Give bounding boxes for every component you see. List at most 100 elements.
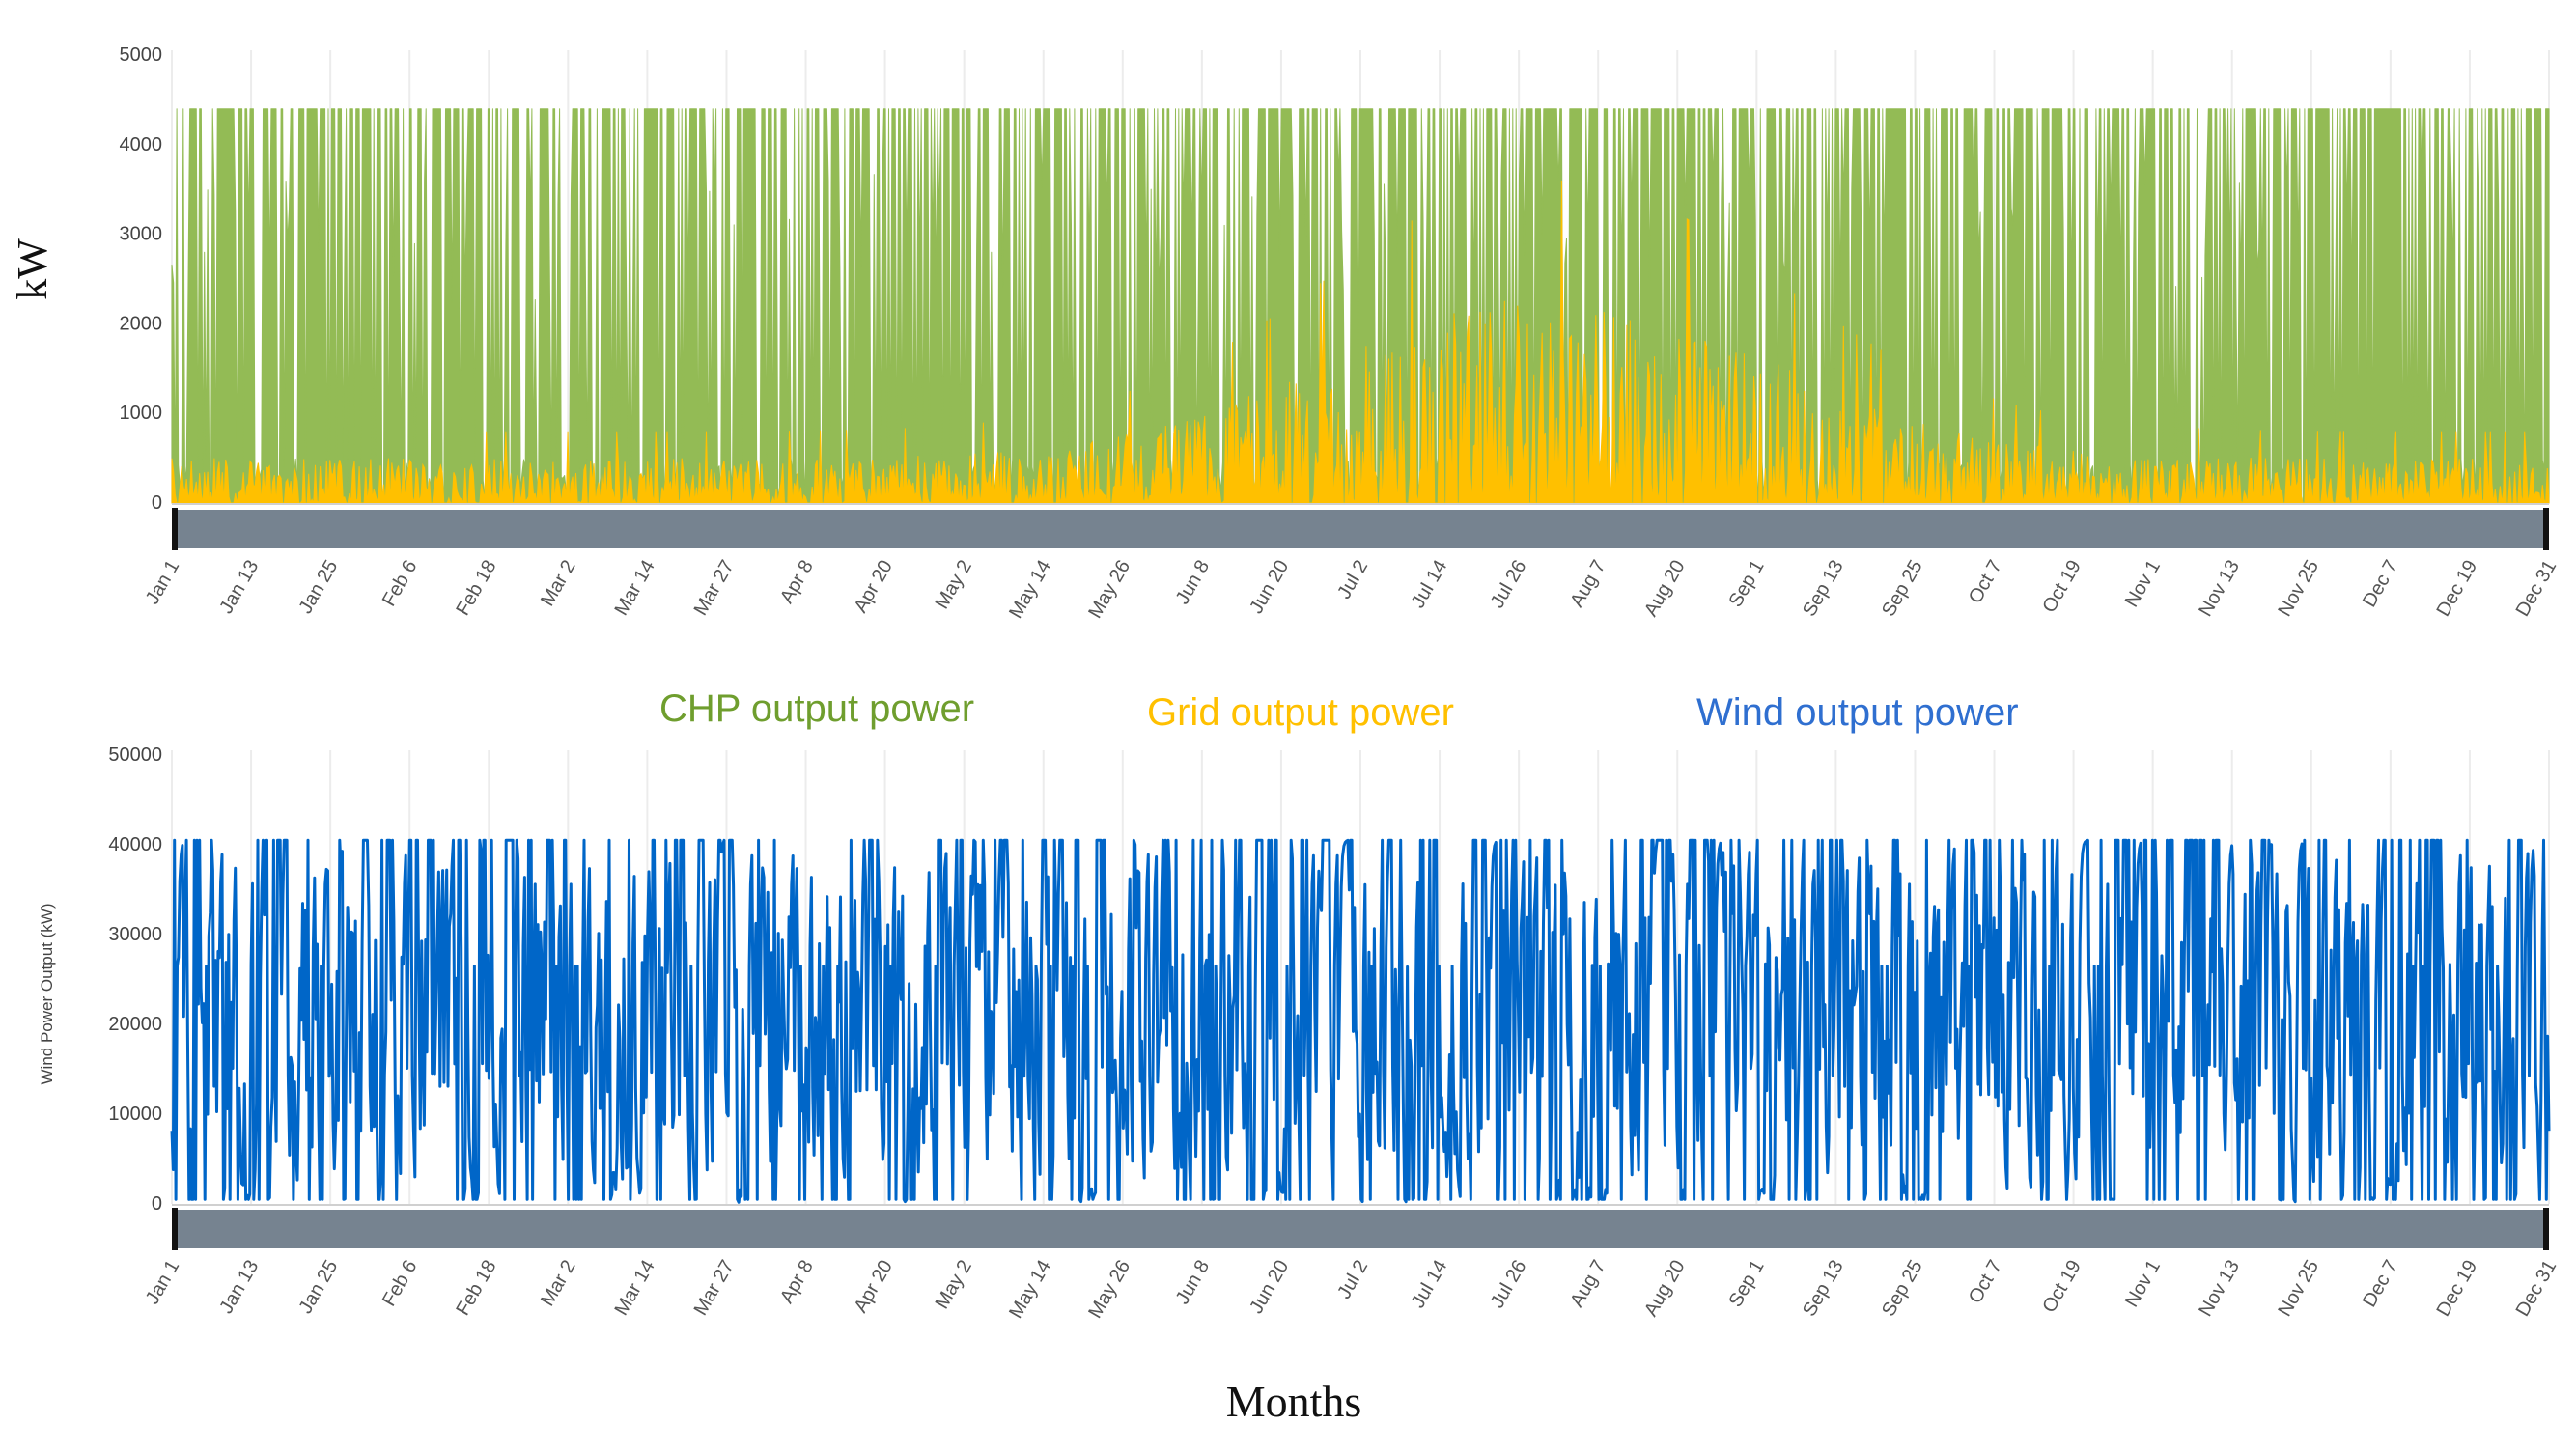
chart-bottom: 0 10000 20000 30000 40000 50000 Wind Power Ou… xyxy=(38,744,2561,1322)
x-tick-label: Aug 7 xyxy=(1566,557,1610,611)
x-tick-label: Aug 20 xyxy=(1640,557,1690,621)
top-y-axis-label: kW xyxy=(9,238,56,300)
x-tick-label: Sep 1 xyxy=(1724,557,1768,611)
y-tick-label: 3000 xyxy=(120,224,163,245)
x-tick-label: Dec 19 xyxy=(2433,557,2482,621)
x-tick-label: Jul 26 xyxy=(1487,1257,1531,1312)
bottom-y-axis-label: Wind Power Output (kW) xyxy=(38,904,56,1085)
x-tick-label: Mar 2 xyxy=(537,1257,580,1310)
x-tick-label: Mar 2 xyxy=(537,557,580,610)
legend-item-wind: Wind output power xyxy=(1696,691,2019,734)
x-tick-label: Oct 7 xyxy=(1965,1257,2006,1307)
y-tick-label: 20000 xyxy=(108,1014,162,1035)
legend-item-chp: CHP output power xyxy=(659,687,974,730)
x-tick-label: Sep 13 xyxy=(1799,1257,1848,1321)
x-tick-label: Nov 13 xyxy=(2195,557,2244,621)
x-tick-label: Sep 1 xyxy=(1724,1257,1768,1311)
legend: CHP output power Grid output power Wind … xyxy=(659,687,2019,734)
bottom-range-navigator[interactable] xyxy=(172,1208,2549,1250)
x-tick-label: Jan 1 xyxy=(142,1257,184,1308)
x-tick-label: Oct 19 xyxy=(2038,557,2086,617)
x-tick-label: Feb 6 xyxy=(378,557,422,610)
x-tick-label: Feb 6 xyxy=(378,1257,422,1310)
x-tick-label: Feb 18 xyxy=(452,557,500,620)
top-y-tick-labels: 0 1000 2000 3000 4000 5000 xyxy=(120,44,163,514)
y-tick-label: 10000 xyxy=(108,1104,162,1125)
legend-item-grid: Grid output power xyxy=(1147,691,1454,734)
y-tick-label: 0 xyxy=(152,492,162,514)
bottom-series-line xyxy=(170,838,2551,1204)
x-tick-label: Apr 20 xyxy=(850,1257,897,1317)
navigator-track[interactable] xyxy=(172,1210,2549,1248)
x-tick-label: Dec 31 xyxy=(2512,557,2562,621)
x-tick-label: Aug 7 xyxy=(1566,1257,1610,1311)
navigator-handle-right[interactable] xyxy=(2543,1208,2549,1250)
x-tick-label: Apr 20 xyxy=(850,557,897,617)
x-tick-label: Oct 7 xyxy=(1965,557,2006,607)
top-x-tick-labels: Jan 1 Jan 13 Jan 25 Feb 6 Feb 18 Mar 2 Mar 14 M… xyxy=(142,557,2562,623)
x-tick-label: Jul 14 xyxy=(1408,1257,1452,1312)
x-tick-label: Jun 20 xyxy=(1246,1257,1293,1318)
y-tick-label: 2000 xyxy=(120,313,163,334)
x-tick-label: Aug 20 xyxy=(1640,1257,1690,1321)
x-tick-label: Jan 25 xyxy=(294,557,342,618)
x-tick-label: Nov 1 xyxy=(2121,557,2165,611)
x-tick-label: Jan 13 xyxy=(215,557,263,618)
x-tick-label: Dec 31 xyxy=(2512,1257,2562,1321)
y-tick-label: 0 xyxy=(152,1193,162,1215)
x-tick-label: Jan 13 xyxy=(215,1257,263,1318)
x-tick-label: May 14 xyxy=(1005,557,1055,623)
x-tick-label: Apr 8 xyxy=(776,1257,818,1307)
x-tick-label: May 26 xyxy=(1084,557,1134,623)
x-tick-label: Jul 2 xyxy=(1333,557,1372,603)
x-tick-label: Jun 8 xyxy=(1172,557,1215,608)
series-chp-output-power xyxy=(171,108,2550,504)
x-tick-label: Jun 20 xyxy=(1246,557,1293,618)
x-tick-label: Sep 25 xyxy=(1878,1257,1927,1321)
bottom-x-tick-labels: Jan 1 Jan 13 Jan 25 Feb 6 Feb 18 Mar 2 Mar 14 M… xyxy=(142,1257,2562,1323)
x-tick-label: Jan 25 xyxy=(294,1257,342,1318)
x-tick-label: Sep 25 xyxy=(1878,557,1927,621)
x-tick-label: Jul 2 xyxy=(1333,1257,1372,1303)
x-axis-caption: Months xyxy=(1226,1377,1362,1426)
navigator-handle-left[interactable] xyxy=(172,1208,178,1250)
x-tick-label: Apr 8 xyxy=(776,557,818,607)
x-tick-label: Nov 13 xyxy=(2195,1257,2244,1321)
navigator-track[interactable] xyxy=(172,510,2549,548)
x-tick-label: Mar 27 xyxy=(690,557,739,620)
x-tick-label: Nov 1 xyxy=(2121,1257,2165,1311)
series-wind-output-power xyxy=(170,838,2551,1204)
x-tick-label: Nov 25 xyxy=(2274,1257,2323,1321)
x-tick-label: Sep 13 xyxy=(1799,557,1848,621)
x-tick-label: Mar 14 xyxy=(611,1257,659,1320)
x-tick-label: Dec 7 xyxy=(2359,557,2402,611)
x-tick-label: Mar 27 xyxy=(690,1257,739,1320)
x-tick-label: Jun 8 xyxy=(1172,1257,1215,1308)
series-grid-output-power xyxy=(171,180,2550,505)
top-range-navigator[interactable] xyxy=(172,508,2549,550)
y-tick-label: 4000 xyxy=(120,134,163,155)
x-tick-label: Dec 7 xyxy=(2359,1257,2402,1311)
x-tick-label: Oct 19 xyxy=(2038,1257,2086,1317)
bottom-y-tick-labels: 0 10000 20000 30000 40000 50000 xyxy=(108,744,162,1215)
y-tick-label: 30000 xyxy=(108,924,162,945)
x-tick-label: May 2 xyxy=(932,1257,976,1313)
navigator-handle-left[interactable] xyxy=(172,508,178,550)
navigator-handle-right[interactable] xyxy=(2543,508,2549,550)
x-tick-label: Dec 19 xyxy=(2433,1257,2482,1321)
x-tick-label: Jul 14 xyxy=(1408,557,1452,612)
x-tick-label: May 2 xyxy=(932,557,976,613)
y-tick-label: 1000 xyxy=(120,403,163,424)
x-tick-label: Jan 1 xyxy=(142,557,184,608)
y-tick-label: 5000 xyxy=(120,44,163,66)
x-tick-label: Mar 14 xyxy=(611,557,659,620)
x-tick-label: May 26 xyxy=(1084,1257,1134,1323)
x-tick-label: May 14 xyxy=(1005,1257,1055,1323)
x-tick-label: Nov 25 xyxy=(2274,557,2323,621)
x-tick-label: Feb 18 xyxy=(452,1257,500,1320)
y-tick-label: 40000 xyxy=(108,834,162,855)
top-series-area xyxy=(171,108,2550,505)
